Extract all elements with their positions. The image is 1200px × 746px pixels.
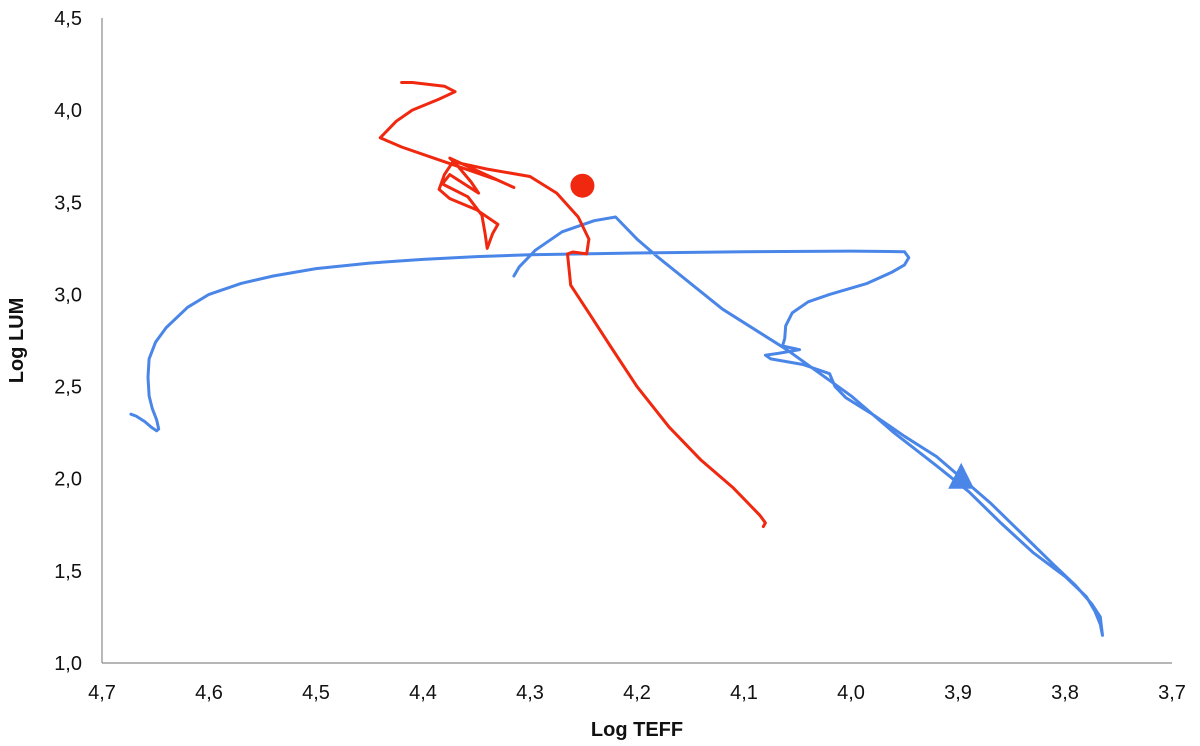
- y-tick-label: 4,0: [54, 100, 82, 122]
- y-tick-label: 3,0: [54, 284, 82, 306]
- x-tick-label: 4,5: [302, 682, 330, 704]
- x-tick-label: 4,4: [409, 682, 437, 704]
- track-line-0: [129, 215, 1104, 637]
- x-tick-label: 4,2: [623, 682, 651, 704]
- x-tick-label: 4,0: [837, 682, 865, 704]
- x-tick-label: 4,7: [88, 682, 116, 704]
- y-tick-label: 2,0: [54, 469, 82, 491]
- y-tick-label: 4,5: [54, 8, 82, 30]
- x-tick-label: 3,9: [944, 682, 972, 704]
- y-axis-title: Log LUM: [6, 298, 28, 384]
- y-tick-label: 1,5: [54, 561, 82, 583]
- track-line-1: [378, 81, 767, 529]
- data-series: [129, 81, 1104, 637]
- x-axis-title: Log TEFF: [591, 719, 683, 741]
- x-tick-label: 3,7: [1158, 682, 1186, 704]
- circle-marker: [570, 173, 595, 198]
- axes: [101, 18, 1172, 664]
- triangle-marker: [948, 462, 975, 489]
- x-tick-label: 3,8: [1051, 682, 1079, 704]
- x-tick-label: 4,3: [516, 682, 544, 704]
- y-tick-label: 1,0: [54, 653, 82, 675]
- y-tick-label: 2,5: [54, 377, 82, 399]
- x-tick-label: 4,1: [730, 682, 758, 704]
- x-tick-label: 4,6: [195, 682, 223, 704]
- y-tick-label: 3,5: [54, 192, 82, 214]
- tick-labels: 4,7 4,6 4,5 4,4 4,3 4,2 4,1 4,0 3,9 3,8 3,7 1,0 1,5 2…: [54, 8, 1186, 704]
